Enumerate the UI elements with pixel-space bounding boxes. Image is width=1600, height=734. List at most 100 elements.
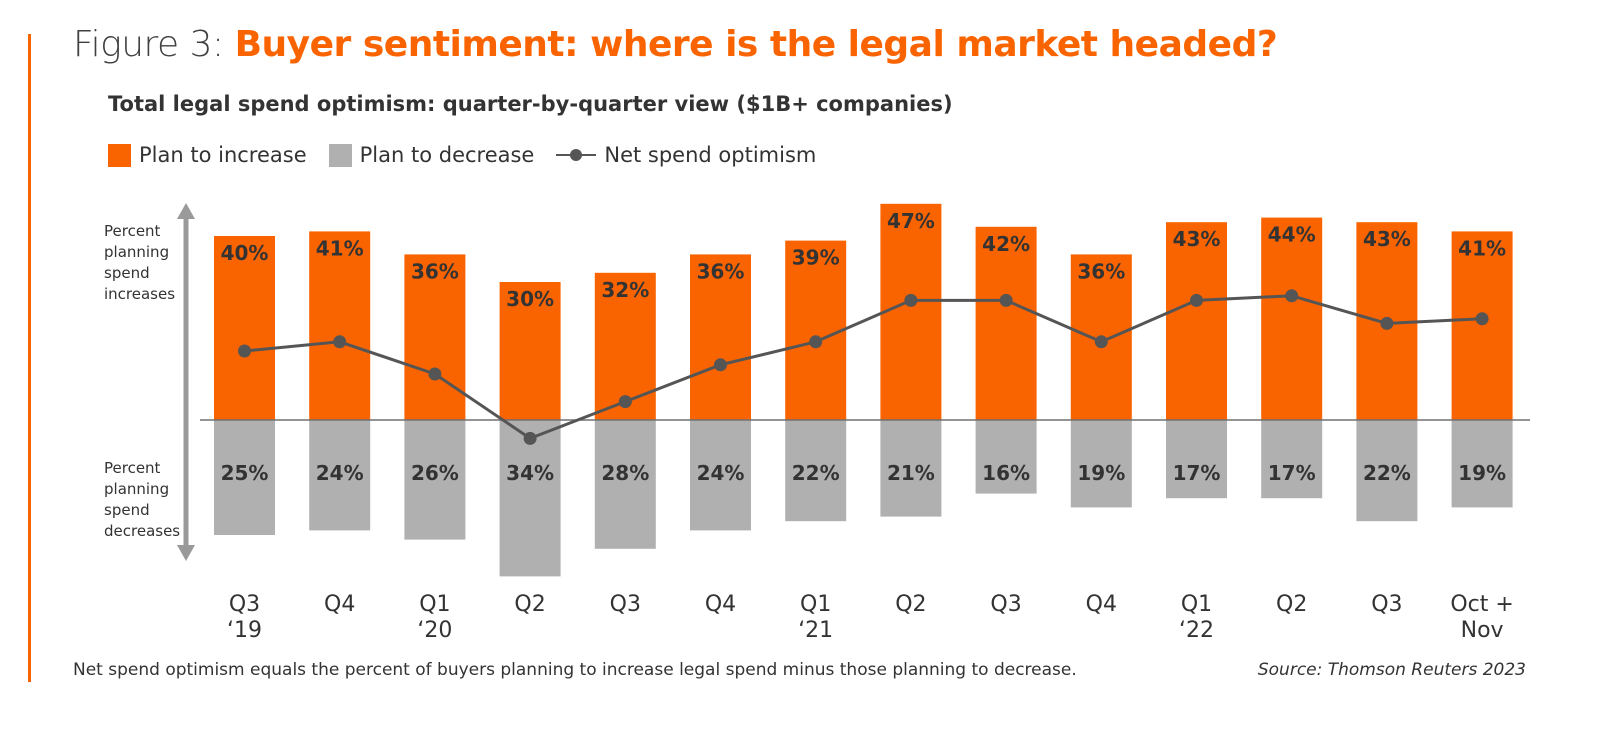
decrease-data-label: 19% xyxy=(1458,461,1506,485)
increase-data-label: 41% xyxy=(316,236,364,260)
decrease-data-label: 34% xyxy=(506,461,554,485)
increase-data-label: 30% xyxy=(506,287,554,311)
net-optimism-point xyxy=(1475,312,1489,326)
net-optimism-point xyxy=(1285,289,1299,303)
category-tick-label: Q4 xyxy=(1086,592,1117,617)
increase-swatch-icon xyxy=(108,143,131,167)
bar-decrease xyxy=(309,420,371,531)
bar-decrease xyxy=(975,420,1037,494)
category-tick-label: Q4 xyxy=(324,592,355,617)
lower-axis-label: Percent planning spend decreases xyxy=(104,459,181,540)
figure-title-prefix: Figure 3: xyxy=(73,24,224,65)
legend-item-net: Net spend optimism xyxy=(556,143,816,167)
category-tick-label: Q3 xyxy=(990,592,1021,617)
source-note: Source: Thomson Reuters 2023 xyxy=(1257,660,1526,680)
bar-increase xyxy=(690,254,751,420)
net-optimism-point xyxy=(428,367,442,381)
bar-increase xyxy=(1166,222,1227,420)
increase-data-label: 32% xyxy=(601,278,649,302)
decrease-data-label: 22% xyxy=(1363,461,1411,485)
increase-data-label: 42% xyxy=(982,232,1030,256)
upper-axis-label: Percent planning spend increases xyxy=(104,222,176,303)
net-optimism-point xyxy=(333,335,347,349)
net-optimism-point xyxy=(1094,335,1108,349)
category-tick-label: Q3 ‘19 xyxy=(227,592,262,643)
bar-decrease xyxy=(1356,420,1418,522)
bar-increase xyxy=(975,226,1037,420)
increase-data-label: 44% xyxy=(1268,223,1316,247)
increase-data-label: 43% xyxy=(1173,227,1221,251)
decrease-data-label: 22% xyxy=(792,461,840,485)
bar-increase xyxy=(499,282,561,420)
bar-decrease xyxy=(404,420,466,540)
bar-increase xyxy=(309,231,371,420)
increase-data-label: 36% xyxy=(1077,259,1125,283)
decrease-data-label: 17% xyxy=(1268,461,1316,485)
net-optimism-point xyxy=(1190,293,1203,307)
bar-decrease xyxy=(594,420,656,549)
bar-decrease xyxy=(1166,420,1227,499)
arrow-up-icon xyxy=(177,203,195,219)
bar-decrease xyxy=(1261,420,1323,499)
bar-decrease xyxy=(1070,420,1132,508)
chart-subtitle: Total legal spend optimism: quarter-by-q… xyxy=(108,92,953,116)
increase-data-label: 43% xyxy=(1363,227,1411,251)
legend-item-decrease: Plan to decrease xyxy=(328,143,535,167)
figure-title-main: Buyer sentiment: where is the legal mark… xyxy=(234,24,1278,65)
category-tick-label: Q1 ‘20 xyxy=(417,592,452,643)
bar-decrease xyxy=(1451,420,1513,508)
category-tick-label: Q4 xyxy=(705,592,736,617)
net-optimism-point xyxy=(618,395,632,409)
net-line-marker-icon xyxy=(556,147,597,163)
increase-data-label: 36% xyxy=(411,259,459,283)
increase-data-label: 41% xyxy=(1458,236,1506,260)
net-optimism-point xyxy=(1380,316,1394,330)
net-optimism-point xyxy=(999,293,1013,307)
legend-label-net: Net spend optimism xyxy=(604,143,817,167)
decrease-data-label: 26% xyxy=(411,461,459,485)
bar-increase xyxy=(785,240,847,420)
category-tick-label: Q3 xyxy=(1371,592,1402,617)
legend-label-increase: Plan to increase xyxy=(139,143,307,167)
net-optimism-point xyxy=(238,344,251,358)
figure-title: Figure 3: Buyer sentiment: where is the … xyxy=(73,24,1278,65)
category-tick-label: Q3 xyxy=(610,592,641,617)
bar-decrease xyxy=(214,420,275,535)
footnote: Net spend optimism equals the percent of… xyxy=(73,660,1077,680)
net-optimism-point xyxy=(523,431,537,445)
category-tick-label: Oct + Nov xyxy=(1450,592,1513,643)
increase-data-label: 39% xyxy=(792,246,840,270)
bar-increase xyxy=(404,254,466,420)
category-tick-label: Q2 xyxy=(514,592,545,617)
decrease-data-label: 19% xyxy=(1077,461,1125,485)
bar-decrease xyxy=(880,420,942,517)
category-tick-label: Q1 ‘21 xyxy=(798,592,833,643)
bar-increase xyxy=(1451,231,1513,420)
decrease-data-label: 24% xyxy=(316,461,364,485)
decrease-data-label: 28% xyxy=(601,461,649,485)
increase-data-label: 36% xyxy=(697,259,745,283)
legend: Plan to increase Plan to decrease Net sp… xyxy=(108,141,838,169)
decrease-data-label: 24% xyxy=(697,461,745,485)
category-tick-label: Q2 xyxy=(895,592,926,617)
bar-increase xyxy=(214,236,275,420)
net-optimism-line xyxy=(244,294,1483,440)
bar-decrease xyxy=(785,420,847,522)
increase-data-label: 40% xyxy=(221,241,269,265)
bar-increase xyxy=(880,203,942,420)
increase-data-label: 47% xyxy=(887,209,935,233)
net-optimism-point xyxy=(904,293,918,307)
net-optimism-point xyxy=(714,358,727,372)
legend-item-increase: Plan to increase xyxy=(108,143,307,167)
decrease-data-label: 16% xyxy=(982,461,1030,485)
decrease-swatch-icon xyxy=(328,143,352,167)
net-optimism-point xyxy=(809,335,823,349)
bar-increase xyxy=(1261,217,1323,420)
decrease-data-label: 17% xyxy=(1173,461,1221,485)
bar-decrease xyxy=(690,420,751,531)
accent-bar xyxy=(28,34,31,682)
category-tick-label: Q2 xyxy=(1276,592,1307,617)
legend-label-decrease: Plan to decrease xyxy=(359,143,535,167)
arrow-down-icon xyxy=(177,545,195,561)
